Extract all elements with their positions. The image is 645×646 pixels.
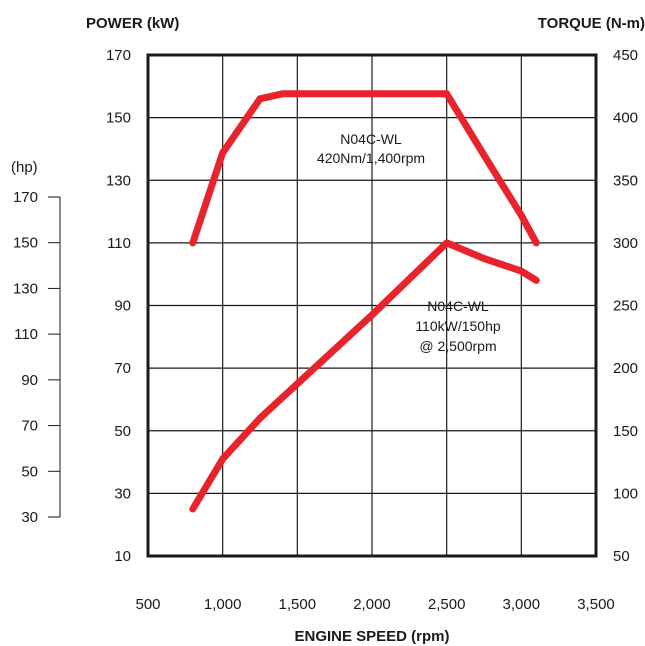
series-lines xyxy=(189,90,540,513)
x-tick-label: 500 xyxy=(135,596,160,613)
hp-tick-label: 70 xyxy=(21,418,38,435)
x-tick-label: 3,000 xyxy=(503,596,541,613)
power-annotation-line-1: N04C-WL xyxy=(427,298,489,314)
power-tick-label: 150 xyxy=(106,110,131,127)
hp-tick-label: 110 xyxy=(14,326,38,343)
hp-axis: 30 50 70 90 110 130 150 170 xyxy=(13,189,61,526)
grid-lines xyxy=(148,55,596,556)
torque-annotation-line-1: N04C-WL xyxy=(340,131,402,147)
x-tick-label: 1,000 xyxy=(204,596,242,613)
hp-tick-label: 170 xyxy=(13,189,38,206)
power-tick-label: 170 xyxy=(106,47,131,64)
power-tick-label: 50 xyxy=(114,423,131,440)
torque-tick-label: 100 xyxy=(613,485,638,502)
power-tick-label: 90 xyxy=(114,298,131,315)
power-annotation-line-3: @ 2,500rpm xyxy=(419,338,496,354)
hp-tick-label: 50 xyxy=(21,463,38,480)
tick-labels: 500 1,000 1,500 2,000 2,500 3,000 3,500 10 30 50 7… xyxy=(106,47,638,613)
power-tick-label: 70 xyxy=(114,360,131,377)
torque-curve xyxy=(189,90,540,247)
power-annotation-line-2: 110kW/150hp xyxy=(415,318,501,334)
x-axis-label: ENGINE SPEED (rpm) xyxy=(294,628,449,645)
power-tick-label: 10 xyxy=(114,548,131,565)
x-tick-label: 2,000 xyxy=(353,596,391,613)
torque-tick-label: 250 xyxy=(613,298,638,315)
hp-tick-label: 30 xyxy=(21,509,38,526)
power-tick-label: 130 xyxy=(106,172,131,189)
torque-tick-label: 200 xyxy=(613,360,638,377)
power-tick-label: 110 xyxy=(107,235,131,252)
plot-frame xyxy=(146,53,598,558)
torque-annotation-line-2: 420Nm/1,400rpm xyxy=(317,150,425,166)
hp-tick-label: 150 xyxy=(13,235,38,252)
torque-axis-label: TORQUE (N-m) xyxy=(538,15,645,32)
x-tick-label: 1,500 xyxy=(279,596,317,613)
hp-tick-label: 90 xyxy=(21,372,38,389)
torque-tick-label: 150 xyxy=(613,423,638,440)
x-tick-label: 2,500 xyxy=(428,596,466,613)
torque-tick-label: 350 xyxy=(613,172,638,189)
torque-tick-label: 50 xyxy=(613,548,630,565)
torque-tick-label: 450 xyxy=(613,47,638,64)
torque-tick-label: 300 xyxy=(613,235,638,252)
hp-tick-label: 130 xyxy=(13,280,38,297)
power-curve xyxy=(189,239,540,513)
x-tick-label: 3,500 xyxy=(577,596,615,613)
torque-tick-label: 400 xyxy=(613,110,638,127)
hp-axis-label: (hp) xyxy=(11,159,38,176)
power-axis-label: POWER (kW) xyxy=(86,15,179,32)
power-tick-label: 30 xyxy=(114,485,131,502)
